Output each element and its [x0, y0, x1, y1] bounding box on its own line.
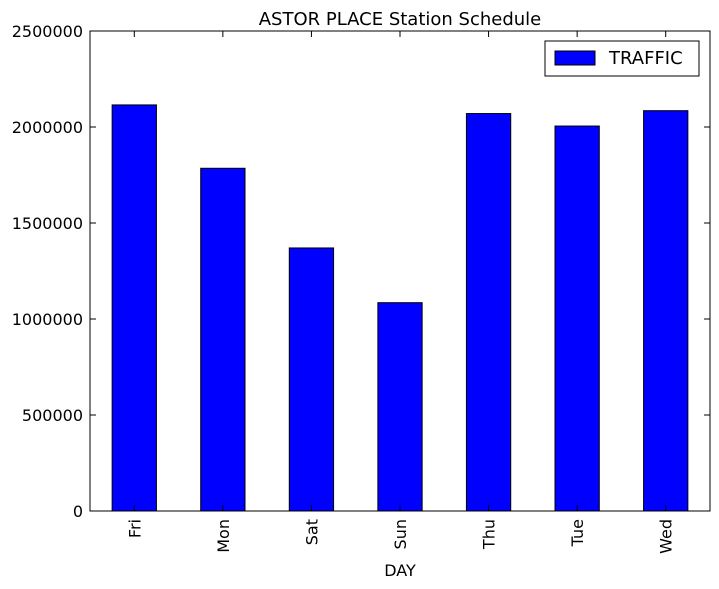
x-tick-label-wed: Wed: [657, 519, 676, 554]
chart-title: ASTOR PLACE Station Schedule: [259, 9, 542, 30]
legend: TRAFFIC: [544, 40, 700, 77]
x-tick-label-sun: Sun: [391, 519, 410, 549]
y-tick-label: 1500000: [12, 214, 83, 233]
legend-swatch: [554, 50, 596, 66]
bar-fri: [111, 104, 157, 512]
bar-wed: [643, 110, 689, 512]
x-tick-label-thu: Thu: [480, 519, 499, 550]
legend-label: TRAFFIC: [608, 48, 683, 69]
y-tick-label: 1000000: [12, 310, 83, 329]
x-tick-label-fri: Fri: [125, 519, 144, 538]
bars-group: [111, 104, 689, 512]
x-axis-label: DAY: [384, 561, 416, 580]
x-tick-label-mon: Mon: [214, 519, 233, 553]
bar-thu: [465, 113, 512, 512]
axis-ticks: 0 500000 1000000 1500000 2000000 2500000 Fri Mo…: [12, 22, 710, 554]
y-tick-label: 2500000: [12, 22, 83, 41]
y-tick-label: 500000: [22, 406, 83, 425]
bar-sat: [288, 247, 335, 512]
y-tick-label: 0: [73, 502, 83, 521]
bar-sun: [377, 302, 423, 512]
x-tick-label-tue: Tue: [568, 519, 587, 547]
bar-tue: [554, 125, 600, 512]
y-tick-label: 2000000: [12, 118, 83, 137]
bar-mon: [200, 167, 246, 512]
x-tick-label-sat: Sat: [302, 519, 321, 545]
